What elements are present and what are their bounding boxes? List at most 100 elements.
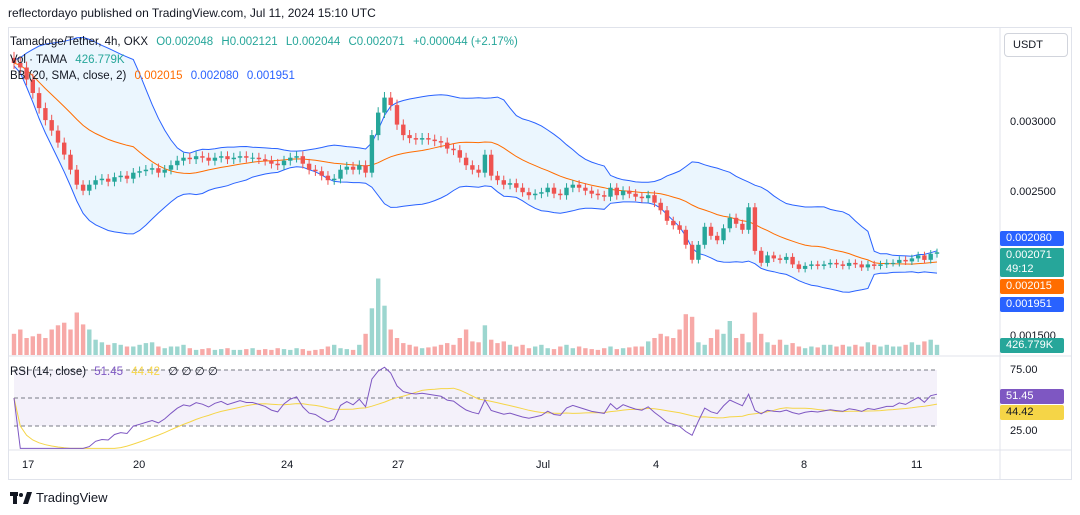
candle-body bbox=[928, 253, 933, 260]
volume-bar bbox=[507, 344, 513, 355]
candle-body bbox=[633, 193, 638, 197]
rsi-ma-tag: 44.42 bbox=[1000, 405, 1064, 420]
rsi-ma-value: 44.42 bbox=[131, 366, 161, 378]
volume-bar bbox=[620, 348, 626, 355]
candle-body bbox=[149, 168, 155, 170]
candle-body bbox=[193, 156, 199, 160]
volume-bar bbox=[181, 344, 186, 355]
candle-body bbox=[300, 156, 305, 164]
candle-body bbox=[752, 207, 758, 251]
candle-body bbox=[118, 175, 123, 178]
candle-body bbox=[206, 157, 211, 161]
currency-button[interactable]: USDT bbox=[1004, 33, 1068, 57]
candle-body bbox=[470, 165, 475, 170]
candle-body bbox=[620, 190, 626, 196]
tradingview-logo-icon bbox=[10, 491, 32, 504]
candle-body bbox=[445, 142, 450, 149]
volume-bar bbox=[671, 338, 676, 355]
candle-body bbox=[802, 265, 808, 269]
volume-bar bbox=[802, 348, 808, 355]
candle-body bbox=[520, 187, 525, 193]
symbol-name[interactable]: Tamadoge/Tether, 4h, OKX bbox=[10, 36, 149, 48]
candle-body bbox=[11, 58, 17, 63]
candle-body bbox=[664, 210, 670, 221]
candle-body bbox=[777, 258, 783, 260]
volume-bar bbox=[200, 349, 205, 356]
volume-bar bbox=[250, 348, 255, 355]
candle-body bbox=[68, 154, 73, 170]
candle-body bbox=[583, 187, 588, 191]
volume-bar bbox=[275, 348, 280, 355]
ohlc-change: +0.000044 (+2.17%) bbox=[412, 36, 518, 48]
candle-body bbox=[689, 244, 695, 260]
volume-bar bbox=[470, 341, 475, 355]
candle-body bbox=[897, 259, 902, 263]
volume-bar bbox=[771, 344, 776, 355]
volume-bar bbox=[175, 346, 180, 355]
candle-body bbox=[526, 192, 532, 196]
volume-value: 426.779K bbox=[75, 54, 125, 66]
candle-body bbox=[872, 264, 877, 266]
volume-bar bbox=[62, 322, 67, 355]
candle-body bbox=[332, 178, 337, 181]
volume-bar bbox=[162, 348, 167, 355]
volume-bar bbox=[909, 342, 915, 356]
volume-bar bbox=[564, 344, 569, 355]
volume-bar bbox=[652, 338, 657, 355]
last-price-tag: 0.002071 bbox=[1000, 248, 1064, 263]
time-label-20: 20 bbox=[133, 459, 146, 471]
volume-bar bbox=[269, 349, 274, 355]
volume-bar bbox=[934, 344, 940, 355]
candle-body bbox=[200, 156, 205, 158]
candle-body bbox=[639, 196, 645, 199]
candle-body bbox=[909, 258, 915, 262]
time-label-8: 8 bbox=[801, 459, 808, 471]
candle-body bbox=[55, 130, 61, 143]
volume-bar bbox=[106, 344, 111, 355]
bb-label[interactable]: BB (20, SMA, close, 2) bbox=[10, 70, 127, 82]
candle-body bbox=[746, 207, 751, 230]
candle-body bbox=[576, 184, 582, 188]
volume-bar bbox=[225, 348, 230, 355]
volume-bar bbox=[514, 346, 519, 355]
candle-body bbox=[834, 262, 839, 265]
volume-bar bbox=[796, 346, 802, 355]
volume-bar bbox=[928, 339, 933, 355]
time-label-11: 11 bbox=[911, 459, 923, 471]
candle-body bbox=[93, 180, 98, 185]
candle-body bbox=[784, 256, 789, 260]
volume-bar bbox=[922, 341, 927, 355]
volume-bar bbox=[589, 349, 594, 356]
candle-body bbox=[740, 223, 745, 230]
symbol-legend: Tamadoge/Tether, 4h, OKX O0.002048 H0.00… bbox=[10, 36, 523, 48]
candle-body bbox=[853, 262, 858, 265]
volume-bar bbox=[689, 316, 695, 356]
candle-body bbox=[809, 264, 814, 266]
volume-bar bbox=[878, 346, 883, 355]
candle-body bbox=[564, 187, 569, 196]
candle-body bbox=[306, 163, 312, 170]
tradingview-footer[interactable]: TradingView bbox=[10, 490, 108, 505]
candle-body bbox=[890, 262, 896, 264]
time-label-jul: Jul bbox=[536, 459, 551, 471]
volume-bar bbox=[834, 346, 839, 355]
volume-bar bbox=[708, 338, 714, 355]
candle-body bbox=[432, 139, 437, 142]
candle-body bbox=[790, 256, 795, 265]
candle-body bbox=[131, 172, 136, 179]
candle-body bbox=[533, 193, 538, 196]
volume-bar bbox=[865, 342, 871, 356]
candle-body bbox=[765, 255, 770, 263]
rsi-label[interactable]: RSI (14, close) bbox=[10, 366, 87, 378]
volume-bar bbox=[872, 344, 877, 355]
volume-label[interactable]: Vol · TAMA bbox=[10, 54, 68, 66]
volume-bar bbox=[777, 339, 783, 355]
candle-body bbox=[187, 157, 192, 160]
volume-bar bbox=[809, 346, 814, 355]
candle-body bbox=[884, 262, 889, 265]
candle-body bbox=[539, 192, 544, 194]
volume-bar bbox=[727, 321, 732, 355]
candle-body bbox=[677, 225, 682, 230]
bb-lower-line bbox=[13, 65, 938, 293]
